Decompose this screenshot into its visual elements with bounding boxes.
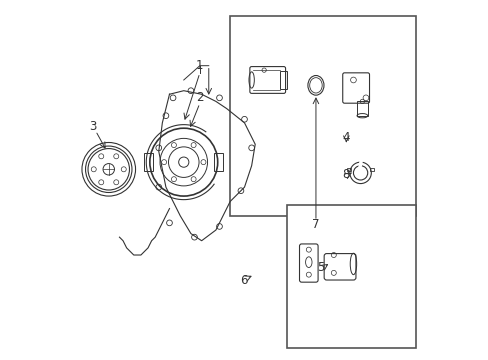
- Bar: [280, 71, 286, 89]
- Bar: [287, 205, 415, 348]
- Text: 2: 2: [196, 91, 203, 104]
- Bar: [356, 102, 367, 116]
- Text: 7: 7: [311, 218, 319, 231]
- Bar: [346, 168, 351, 171]
- Bar: [230, 16, 415, 216]
- Text: 1: 1: [196, 59, 203, 72]
- Text: 8: 8: [342, 168, 349, 181]
- Bar: [369, 168, 373, 171]
- Bar: [214, 153, 223, 171]
- Text: 3: 3: [89, 120, 96, 133]
- Text: 6: 6: [240, 274, 247, 287]
- Bar: [144, 153, 153, 171]
- Text: 5: 5: [317, 261, 325, 274]
- Text: 4: 4: [342, 131, 349, 144]
